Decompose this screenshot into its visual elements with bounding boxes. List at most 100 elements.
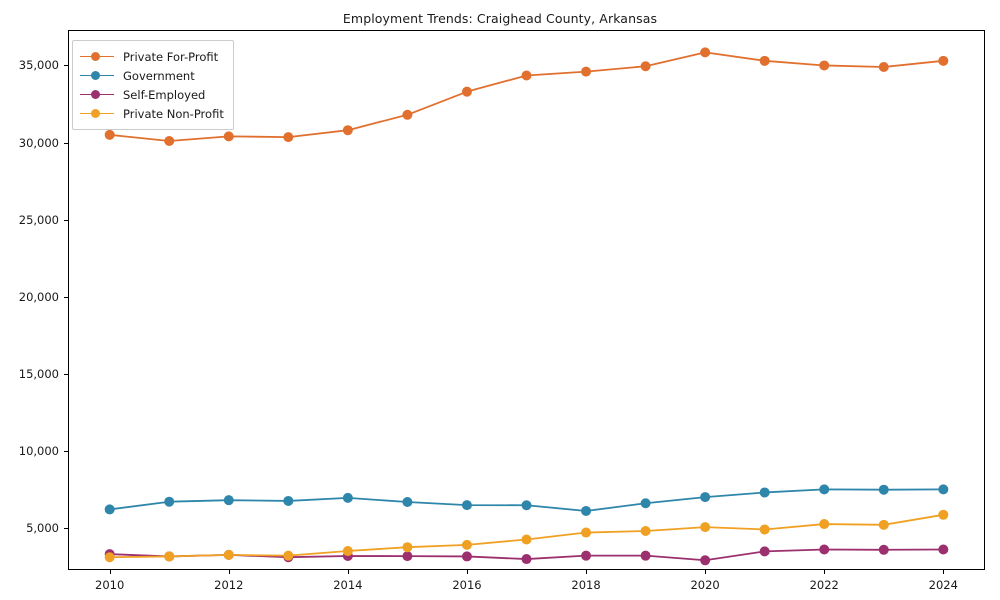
series-private-for-profit xyxy=(104,47,949,146)
y-axis-tick-mark xyxy=(64,373,68,375)
chart-legend: Private For-Profit Government Self-Employe… xyxy=(72,40,234,130)
legend-item-label: Self-Employed xyxy=(123,87,206,102)
data-point-marker xyxy=(819,519,830,530)
data-point-marker xyxy=(521,70,532,81)
data-point-marker xyxy=(878,519,889,530)
y-axis-tick-label: 35,000 xyxy=(18,58,59,73)
x-axis-tick-label: 2016 xyxy=(452,578,482,592)
x-axis-tick-mark xyxy=(347,570,349,574)
data-point-marker xyxy=(402,551,413,562)
data-point-marker xyxy=(104,129,115,140)
legend-item-self-employed[interactable]: Self-Employed xyxy=(80,85,224,104)
data-point-marker xyxy=(164,496,175,507)
data-point-marker xyxy=(342,546,353,557)
data-point-marker xyxy=(164,135,175,146)
data-point-marker xyxy=(700,555,711,566)
data-point-marker xyxy=(223,549,234,560)
data-point-marker xyxy=(521,500,532,511)
data-point-marker xyxy=(640,526,651,536)
x-axis-tick-mark xyxy=(705,570,707,574)
legend-item-label: Private Non-Profit xyxy=(123,106,224,121)
legend-item-government[interactable]: Government xyxy=(80,66,224,85)
x-axis-tick-mark xyxy=(228,570,230,574)
data-point-marker xyxy=(640,550,651,561)
y-axis-tick-mark xyxy=(64,450,68,452)
data-point-marker xyxy=(700,47,711,58)
data-point-marker xyxy=(640,498,651,509)
legend-marker-icon xyxy=(80,50,114,64)
data-point-marker xyxy=(342,492,353,503)
y-axis-tick-label: 30,000 xyxy=(18,135,59,150)
chart-title: Employment Trends: Craighead County, Ark… xyxy=(342,11,658,26)
series-private-non-profit xyxy=(104,509,949,563)
data-point-marker xyxy=(283,132,294,143)
series-government xyxy=(104,484,949,516)
y-axis-tick-mark xyxy=(64,219,68,221)
data-point-marker xyxy=(759,524,770,535)
x-axis-tick-label: 2020 xyxy=(690,578,720,592)
x-axis-tick-label: 2010 xyxy=(95,578,125,592)
y-axis-tick-mark xyxy=(64,296,68,298)
x-axis-tick-label: 2012 xyxy=(214,578,244,592)
data-point-marker xyxy=(164,551,175,562)
data-point-marker xyxy=(938,55,949,66)
data-point-marker xyxy=(104,552,115,563)
legend-marker-icon xyxy=(80,107,114,121)
legend-item-label: Government xyxy=(123,68,195,83)
data-point-marker xyxy=(878,484,889,495)
y-axis-tick-label: 25,000 xyxy=(18,212,59,227)
legend-item-private-for-profit[interactable]: Private For-Profit xyxy=(80,47,224,66)
y-axis-tick-label: 5,000 xyxy=(26,520,59,535)
data-point-marker xyxy=(878,62,889,72)
legend-item-label: Private For-Profit xyxy=(123,49,219,64)
data-point-marker xyxy=(938,544,949,555)
y-axis-tick-mark xyxy=(64,65,68,67)
data-point-marker xyxy=(283,495,294,506)
data-point-marker xyxy=(640,61,651,72)
legend-marker-icon xyxy=(80,69,114,83)
y-axis-tick-label: 10,000 xyxy=(18,443,59,458)
data-point-marker xyxy=(700,522,711,533)
data-point-marker xyxy=(461,539,472,550)
x-axis-tick-mark xyxy=(466,570,468,574)
data-point-marker xyxy=(461,500,472,511)
data-point-marker xyxy=(819,544,830,555)
x-axis-tick-mark xyxy=(824,570,826,574)
series-line xyxy=(108,51,945,142)
y-axis-tick-label: 15,000 xyxy=(18,366,59,381)
x-axis-tick-label: 2024 xyxy=(928,578,958,592)
data-point-marker xyxy=(700,492,711,503)
data-point-marker xyxy=(759,546,770,557)
data-point-marker xyxy=(461,551,472,562)
y-axis-tick-label: 20,000 xyxy=(18,289,59,304)
data-point-marker xyxy=(104,504,115,515)
y-axis-tick-mark xyxy=(64,527,68,529)
data-point-marker xyxy=(402,542,413,553)
data-point-marker xyxy=(819,60,830,71)
data-point-marker xyxy=(283,550,294,561)
data-point-marker xyxy=(521,554,532,565)
data-point-marker xyxy=(581,66,592,77)
data-point-marker xyxy=(581,550,592,561)
data-point-marker xyxy=(402,109,413,120)
x-axis-tick-mark xyxy=(109,570,111,574)
data-point-marker xyxy=(342,125,353,136)
data-point-marker xyxy=(223,495,234,506)
data-point-marker xyxy=(461,86,472,97)
data-point-marker xyxy=(402,497,413,508)
data-point-marker xyxy=(223,131,234,142)
legend-marker-icon xyxy=(80,88,114,102)
plot-area-frame xyxy=(68,30,985,570)
legend-item-private-non-profit[interactable]: Private Non-Profit xyxy=(80,104,224,123)
x-axis-tick-mark xyxy=(943,570,945,574)
data-point-marker xyxy=(878,544,889,555)
x-axis-tick-label: 2022 xyxy=(809,578,839,592)
data-point-marker xyxy=(581,505,592,516)
chart-plot-svg xyxy=(104,47,949,566)
x-axis-tick-mark xyxy=(586,570,588,574)
y-axis-tick-mark xyxy=(64,142,68,144)
data-point-marker xyxy=(938,484,949,495)
x-axis-tick-label: 2014 xyxy=(333,578,363,592)
data-point-marker xyxy=(521,534,532,545)
